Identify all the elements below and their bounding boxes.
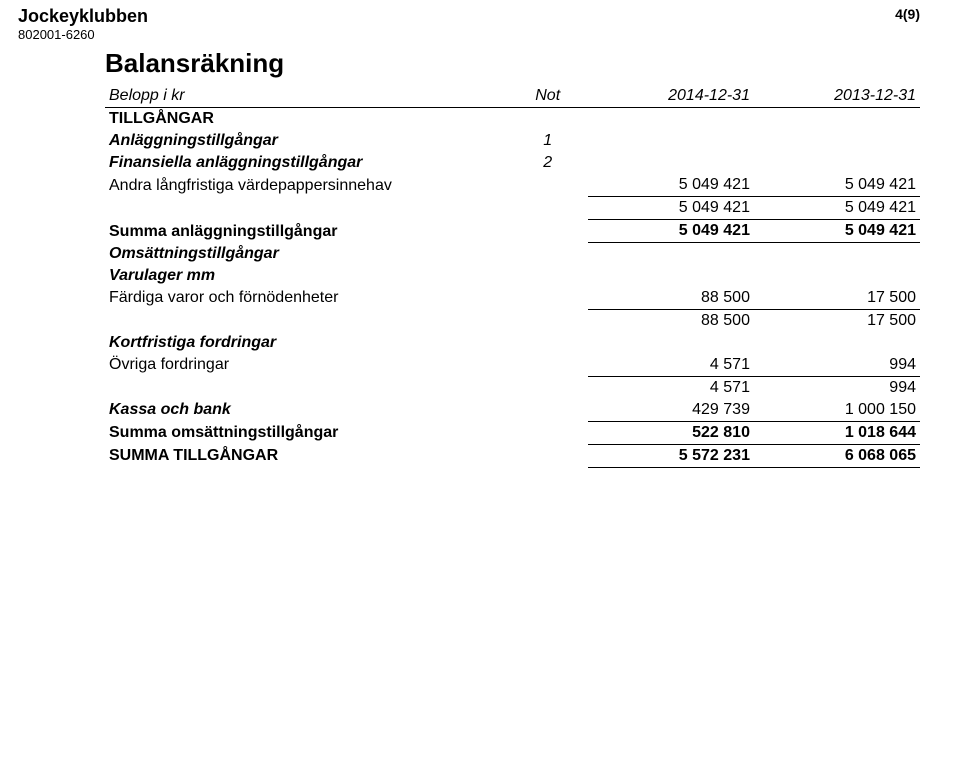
- content: Balansräkning Belopp i kr Not 2014-12-31…: [105, 48, 920, 468]
- table-row: Övriga fordringar 4 571 994: [105, 354, 920, 377]
- table-header-row: Belopp i kr Not 2014-12-31 2013-12-31: [105, 85, 920, 108]
- table-row: Andra långfristiga värdepappersinnehav 5…: [105, 174, 920, 197]
- sum-row: Summa anläggningstillgångar 5 049 421 5 …: [105, 220, 920, 243]
- subtotal-y1: 88 500: [588, 309, 754, 332]
- row-value-y2: 994: [754, 354, 920, 377]
- table-row: Färdiga varor och förnödenheter 88 500 1…: [105, 287, 920, 310]
- page: Jockeyklubben 802001-6260 4(9) Balansräk…: [0, 0, 960, 771]
- col-note-header: Not: [507, 85, 587, 108]
- sum-y1: 5 049 421: [588, 220, 754, 243]
- sum-row: Summa omsättningstillgångar 522 810 1 01…: [105, 421, 920, 444]
- section-row: Varulager mm: [105, 265, 920, 287]
- section-row: Anläggningstillgångar 1: [105, 130, 920, 152]
- total-y1: 5 572 231: [588, 444, 754, 467]
- row-value-y2: 5 049 421: [754, 174, 920, 197]
- cash-y2: 1 000 150: [754, 399, 920, 422]
- financial-fixed-note: 2: [507, 152, 587, 174]
- cash-y1: 429 739: [588, 399, 754, 422]
- page-number: 4(9): [895, 6, 920, 22]
- col-year2-header: 2013-12-31: [754, 85, 920, 108]
- subtotal-y1: 4 571: [588, 376, 754, 399]
- section-row: TILLGÅNGAR: [105, 108, 920, 131]
- cash-row: Kassa och bank 429 739 1 000 150: [105, 399, 920, 422]
- row-label: Färdiga varor och förnödenheter: [105, 287, 507, 310]
- current-assets-heading: Omsättningstillgångar: [105, 243, 507, 265]
- col-label-header: Belopp i kr: [105, 85, 507, 108]
- cash-label: Kassa och bank: [105, 399, 507, 422]
- fixed-assets-heading: Anläggningstillgångar: [105, 130, 507, 152]
- org-name: Jockeyklubben: [18, 6, 148, 27]
- sum-label: Summa anläggningstillgångar: [105, 220, 507, 243]
- subtotal-y1: 5 049 421: [588, 197, 754, 220]
- row-value-y1: 88 500: [588, 287, 754, 310]
- financial-fixed-heading: Finansiella anläggningstillgångar: [105, 152, 507, 174]
- sum-label: Summa omsättningstillgångar: [105, 421, 507, 444]
- balance-sheet-table: Belopp i kr Not 2014-12-31 2013-12-31 TI…: [105, 85, 920, 468]
- section-row: Omsättningstillgångar: [105, 243, 920, 265]
- section-row: Finansiella anläggningstillgångar 2: [105, 152, 920, 174]
- subtotal-row: 5 049 421 5 049 421: [105, 197, 920, 220]
- header-left: Jockeyklubben 802001-6260: [18, 6, 148, 42]
- subtotal-row: 4 571 994: [105, 376, 920, 399]
- row-label: Övriga fordringar: [105, 354, 507, 377]
- document-title: Balansräkning: [105, 48, 920, 79]
- sum-y1: 522 810: [588, 421, 754, 444]
- col-year1-header: 2014-12-31: [588, 85, 754, 108]
- row-value-y1: 5 049 421: [588, 174, 754, 197]
- row-value-y2: 17 500: [754, 287, 920, 310]
- fixed-assets-note: 1: [507, 130, 587, 152]
- section-row: Kortfristiga fordringar: [105, 332, 920, 354]
- sum-y2: 5 049 421: [754, 220, 920, 243]
- sum-y2: 1 018 644: [754, 421, 920, 444]
- assets-heading: TILLGÅNGAR: [105, 108, 507, 131]
- receivables-heading: Kortfristiga fordringar: [105, 332, 507, 354]
- subtotal-row: 88 500 17 500: [105, 309, 920, 332]
- org-id: 802001-6260: [18, 27, 148, 42]
- subtotal-y2: 17 500: [754, 309, 920, 332]
- total-row: SUMMA TILLGÅNGAR 5 572 231 6 068 065: [105, 444, 920, 467]
- inventory-heading: Varulager mm: [105, 265, 507, 287]
- subtotal-y2: 994: [754, 376, 920, 399]
- total-label: SUMMA TILLGÅNGAR: [105, 444, 507, 467]
- total-y2: 6 068 065: [754, 444, 920, 467]
- subtotal-y2: 5 049 421: [754, 197, 920, 220]
- row-label: Andra långfristiga värdepappersinnehav: [105, 174, 507, 197]
- row-value-y1: 4 571: [588, 354, 754, 377]
